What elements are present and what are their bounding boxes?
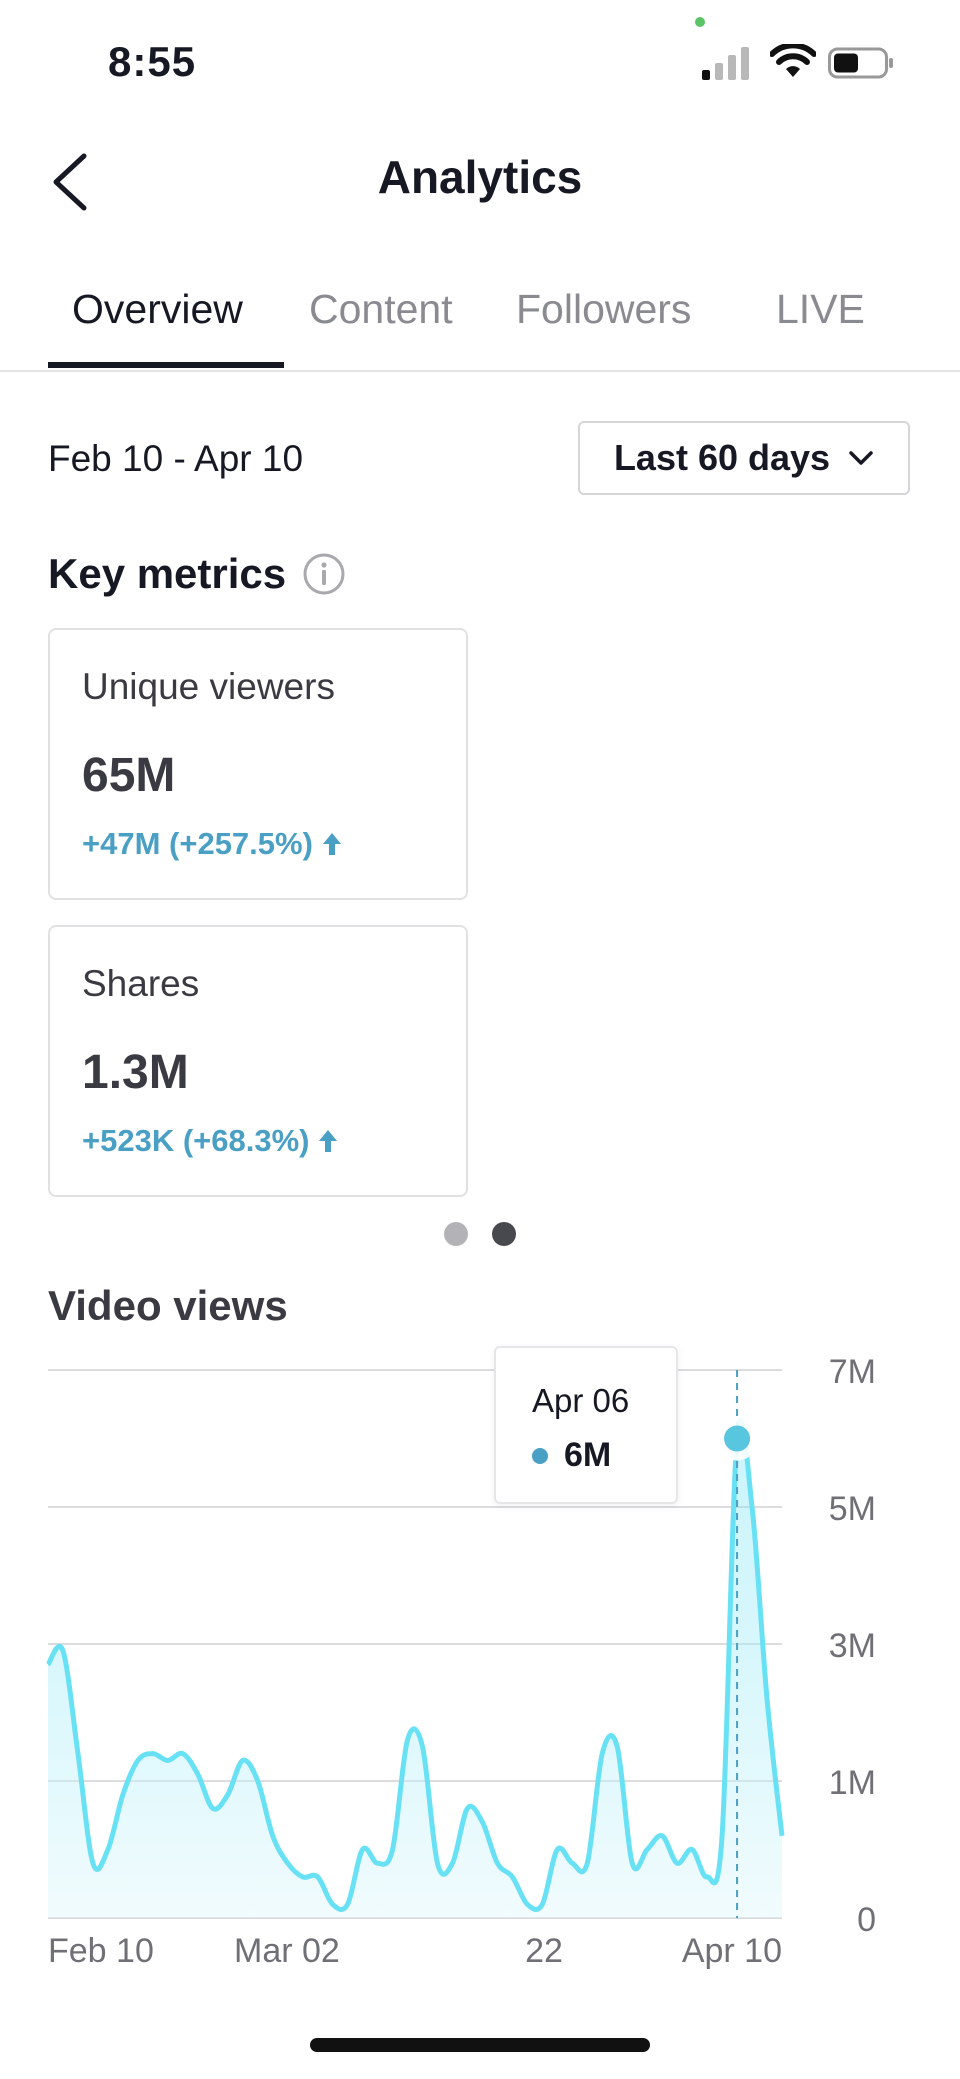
y-tick-label: 1M (829, 1764, 876, 1802)
x-tick-label: Feb 10 (48, 1932, 154, 1970)
y-tick-label: 3M (829, 1627, 876, 1665)
tooltip-value-row: 6M (532, 1436, 611, 1475)
battery-icon (828, 47, 893, 79)
x-tick-label: Apr 10 (682, 1932, 782, 1970)
metric-label: Unique viewers (82, 666, 335, 707)
video-views-title: Video views (48, 1282, 288, 1329)
tab-bar: Overview Content Followers LIVE (0, 262, 960, 372)
date-range: Feb 10 - Apr 10 (48, 438, 304, 479)
chevron-down-icon (849, 451, 873, 465)
series-dot-icon (532, 1447, 548, 1464)
video-views-chart[interactable]: 7M 5M 3M 1M 0 Feb 10 Mar 02 22 Apr 10 (0, 1340, 960, 1980)
back-chevron-icon[interactable] (48, 150, 92, 214)
wifi-icon (770, 44, 816, 77)
pager-dot-2[interactable] (492, 1222, 516, 1246)
x-tick-label: 22 (525, 1932, 563, 1970)
metric-delta-text: +47M (+257.5%) (82, 826, 313, 861)
metric-card-unique-viewers[interactable]: Unique viewers 65M +47M (+257.5%) (48, 628, 468, 900)
chart-tooltip: Apr 06 6M (494, 1346, 678, 1504)
metric-card-shares[interactable]: Shares 1.3M +523K (+68.3%) (48, 925, 468, 1197)
page-title: Analytics (377, 151, 583, 203)
arrow-up-icon (319, 1130, 338, 1152)
tab-live[interactable]: LIVE (776, 286, 865, 332)
metric-delta: +523K (+68.3%) (82, 1123, 339, 1159)
home-indicator[interactable] (310, 2038, 650, 2052)
tab-content[interactable]: Content (309, 286, 453, 332)
tab-overview[interactable]: Overview (72, 286, 243, 332)
key-metrics-title: Key metrics (48, 550, 287, 597)
period-dropdown-label: Last 60 days (613, 437, 831, 478)
metric-value: 1.3M (82, 1046, 189, 1099)
y-tick-label: 0 (857, 1901, 876, 1939)
highlight-point (724, 1425, 751, 1452)
metric-delta: +47M (+257.5%) (82, 826, 343, 862)
y-tick-label: 5M (829, 1490, 876, 1528)
period-dropdown[interactable]: Last 60 days (578, 421, 910, 495)
series-line (45, 1417, 785, 1913)
tooltip-date: Apr 06 (532, 1382, 630, 1419)
metric-label: Shares (82, 963, 200, 1004)
info-icon[interactable] (302, 552, 346, 596)
metric-delta-text: +523K (+68.3%) (82, 1123, 310, 1158)
privacy-indicator-icon (695, 17, 705, 27)
cellular-signal-icon (702, 47, 749, 80)
tab-followers[interactable]: Followers (516, 286, 692, 332)
status-time: 8:55 (108, 38, 197, 85)
pager-dot-1[interactable] (444, 1222, 468, 1246)
active-tab-indicator (48, 362, 284, 368)
metric-value: 65M (82, 749, 176, 802)
x-tick-label: Mar 02 (234, 1932, 340, 1970)
tooltip-value: 6M (564, 1436, 612, 1474)
y-tick-label: 7M (829, 1353, 876, 1391)
key-metrics-heading: Key metrics (48, 550, 346, 598)
arrow-up-icon (322, 833, 341, 855)
